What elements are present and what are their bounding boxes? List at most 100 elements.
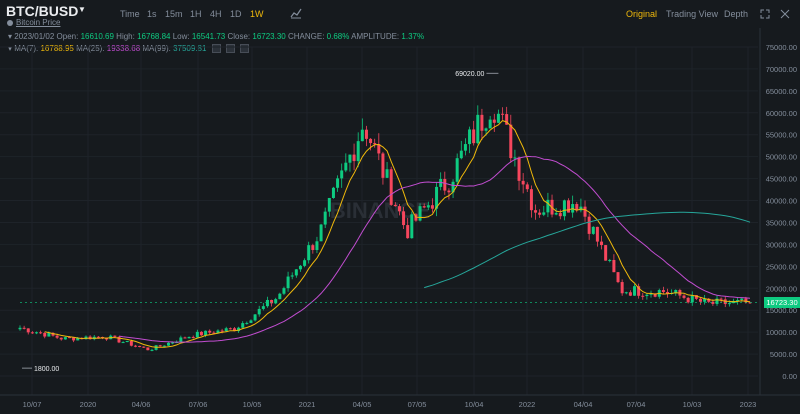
candle-body <box>76 337 80 341</box>
timeframe-15m[interactable]: 15m <box>165 9 183 19</box>
pair-dropdown-icon[interactable]: ▼ <box>78 5 86 14</box>
time-tick-label: 2022 <box>519 400 536 409</box>
high-label: High: <box>116 32 135 41</box>
candle-body <box>430 205 434 209</box>
candle-body <box>142 346 146 348</box>
watermark: BINANCE <box>330 198 430 223</box>
candle-body <box>736 299 740 301</box>
change-label: CHANGE: <box>287 32 325 41</box>
candle-body <box>595 226 599 242</box>
candle-body <box>162 345 166 347</box>
price-tick-label: 60000.00 <box>766 109 797 118</box>
collapse-ma-icon[interactable]: ▾ <box>8 44 13 53</box>
price-tick-label: 70000.00 <box>766 65 797 74</box>
asset-info-link[interactable]: Bitcoin Price <box>7 18 60 27</box>
low-marker-label: 1800.00 <box>34 366 59 373</box>
candle-body <box>699 298 703 302</box>
candle-body <box>389 169 393 205</box>
indicators-icon[interactable] <box>290 7 302 19</box>
ma7-value: 16788.95 <box>40 44 74 53</box>
ma-visibility-toggle[interactable] <box>211 44 221 54</box>
candle-body <box>381 153 385 178</box>
info-icon <box>7 19 13 26</box>
time-tick-label: 10/07 <box>23 400 42 409</box>
candle-body <box>204 330 208 336</box>
timeframe-1s[interactable]: 1s <box>147 9 157 19</box>
candle-body <box>63 337 67 340</box>
candle-body <box>620 282 624 294</box>
pair-title[interactable]: BTC/BUSD <box>6 3 79 19</box>
timeframe-4h[interactable]: 4H <box>210 9 222 19</box>
candle-body <box>546 199 550 213</box>
candle-body <box>459 150 463 159</box>
amplitude-value: 1.37% <box>401 32 425 41</box>
candle-body <box>270 299 274 304</box>
candle-body <box>682 295 686 298</box>
candle-body <box>282 288 286 294</box>
candle-body <box>47 332 51 337</box>
price-tick-label: 30000.00 <box>766 240 797 249</box>
candle-body <box>327 197 331 212</box>
time-tick-label: 07/05 <box>408 400 427 409</box>
timeframe-1d[interactable]: 1D <box>230 9 242 19</box>
candle-body <box>22 327 26 329</box>
price-tick-label: 20000.00 <box>766 284 797 293</box>
candle-body <box>624 292 628 294</box>
candle-body <box>307 245 311 261</box>
candle-body <box>319 224 323 242</box>
candle-body <box>364 129 368 139</box>
candle-body <box>34 332 38 334</box>
price-axis: 75000.00 70000.00 65000.00 60000.00 55000.00… <box>759 28 797 395</box>
open-value: 16610.69 <box>80 32 114 41</box>
candle-body <box>480 114 484 131</box>
chart-grid <box>0 46 758 395</box>
candle-body <box>674 290 678 294</box>
candle-body <box>463 144 467 151</box>
time-tick-label: 04/04 <box>574 400 593 409</box>
current-price-tag: 16723.30 <box>764 297 800 308</box>
candle-body <box>447 190 451 193</box>
timeframe-1h[interactable]: 1H <box>190 9 202 19</box>
candle-body <box>208 330 212 333</box>
timeframe-time[interactable]: Time <box>120 9 140 19</box>
candle-body <box>179 337 183 343</box>
candle-body <box>232 328 236 332</box>
ma25-label: MA(25): <box>76 44 105 53</box>
open-label: Open: <box>56 32 79 41</box>
candle-body <box>418 206 422 221</box>
candle-body <box>146 347 150 351</box>
candle-body <box>397 206 401 212</box>
candle-body <box>373 143 377 145</box>
candle-body <box>171 342 175 344</box>
ma25-line <box>118 155 751 343</box>
candle-body <box>608 259 612 261</box>
price-tick-label: 45000.00 <box>766 175 797 184</box>
candle-body <box>261 306 265 309</box>
candle-body <box>402 211 406 226</box>
timeframe-1w[interactable]: 1W <box>250 9 264 19</box>
candle-body <box>529 189 533 211</box>
candle-body <box>311 245 315 250</box>
candle-body <box>294 269 298 276</box>
view-original[interactable]: Original <box>626 9 658 19</box>
candle-body <box>633 286 637 296</box>
view-depth[interactable]: Depth <box>724 9 749 19</box>
close-value: 16723.30 <box>252 32 286 41</box>
change-value: 0.68% <box>326 32 350 41</box>
candle-body <box>435 186 439 209</box>
candle-body <box>303 260 307 266</box>
ma-settings-toggle[interactable] <box>225 44 235 54</box>
candles <box>18 105 752 352</box>
candle-body <box>195 331 199 338</box>
candle-body <box>265 299 269 307</box>
candle-body <box>637 286 641 296</box>
candle-body <box>694 295 698 299</box>
collapse-legend-icon[interactable]: ▾ <box>8 32 13 41</box>
fullscreen-icon[interactable] <box>760 9 770 19</box>
ma-remove-toggle[interactable] <box>240 44 250 54</box>
view-trading-view[interactable]: Trading View <box>666 9 719 19</box>
asset-name[interactable]: Bitcoin Price <box>16 18 61 27</box>
candle-body <box>59 337 63 340</box>
collapse-icon[interactable] <box>780 9 790 19</box>
